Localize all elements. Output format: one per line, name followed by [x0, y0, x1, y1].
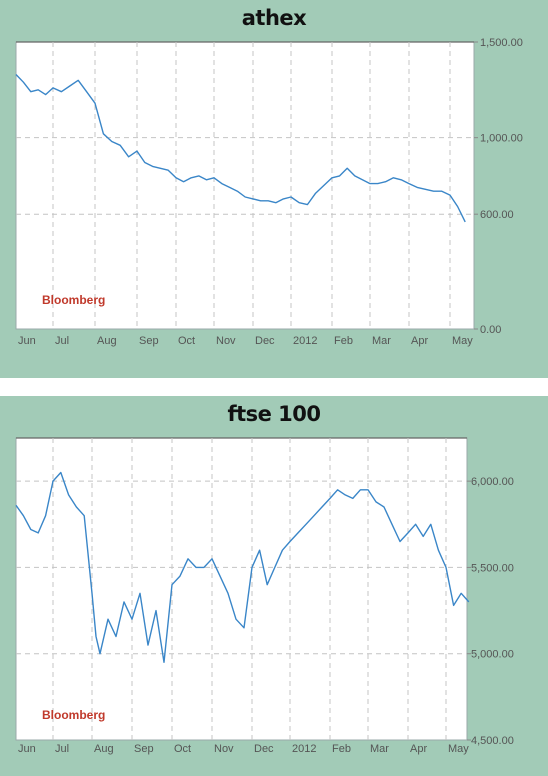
x-tick-label: May [452, 335, 473, 347]
plot-area [15, 41, 475, 330]
x-tick-label: Dec [254, 743, 274, 755]
x-tick-label: Jun [18, 743, 36, 755]
x-tick-label: Feb [334, 335, 353, 347]
x-tick-label: 2012 [293, 335, 317, 347]
series-line [15, 471, 470, 663]
separator-strip [0, 378, 548, 396]
chart-title: ftse 100 [227, 402, 321, 426]
y-tick-label: 5,000.00 [471, 649, 514, 661]
y-tick-label: 4,500.00 [471, 735, 514, 747]
x-tick-label: Jun [18, 335, 36, 347]
x-tick-label: Dec [255, 335, 275, 347]
x-tick-label: Aug [97, 335, 117, 347]
y-tick-label: 5,500.00 [471, 562, 514, 574]
source-label: Bloomberg [42, 708, 105, 722]
x-tick-label: Nov [214, 743, 234, 755]
y-tick-label: 1,500.00 [480, 37, 523, 49]
x-tick-label: Sep [134, 743, 154, 755]
x-tick-label: Sep [139, 335, 159, 347]
y-tick-label: 1,000.00 [480, 133, 523, 145]
ftse-chart: 4,500.00 5,000.00 5,500.00 6,000.00 Jun Jul Au… [15, 437, 514, 755]
x-tick-label: Jul [55, 335, 69, 347]
x-tick-label: Oct [178, 335, 195, 347]
x-tick-label: Oct [174, 743, 191, 755]
athex-chart: 0.00 600.00 1,000.00 1,500.00 Jun Jul Aug Sep Oc… [15, 37, 523, 347]
x-tick-label: Mar [370, 743, 389, 755]
x-tick-label: May [448, 743, 469, 755]
chart-title: athex [241, 6, 307, 30]
x-tick-label: 2012 [292, 743, 316, 755]
y-tick-label: 6,000.00 [471, 476, 514, 488]
plot-area [15, 437, 468, 741]
source-label: Bloomberg [42, 293, 105, 307]
y-tick-label: 0.00 [480, 324, 501, 336]
x-tick-label: Nov [216, 335, 236, 347]
x-tick-label: Apr [411, 335, 428, 347]
x-tick-label: Feb [332, 743, 351, 755]
x-tick-label: Jul [55, 743, 69, 755]
y-tick-label: 600.00 [480, 209, 514, 221]
x-tick-label: Aug [94, 743, 114, 755]
x-tick-label: Apr [410, 743, 427, 755]
series-line [15, 74, 466, 223]
x-tick-label: Mar [372, 335, 391, 347]
